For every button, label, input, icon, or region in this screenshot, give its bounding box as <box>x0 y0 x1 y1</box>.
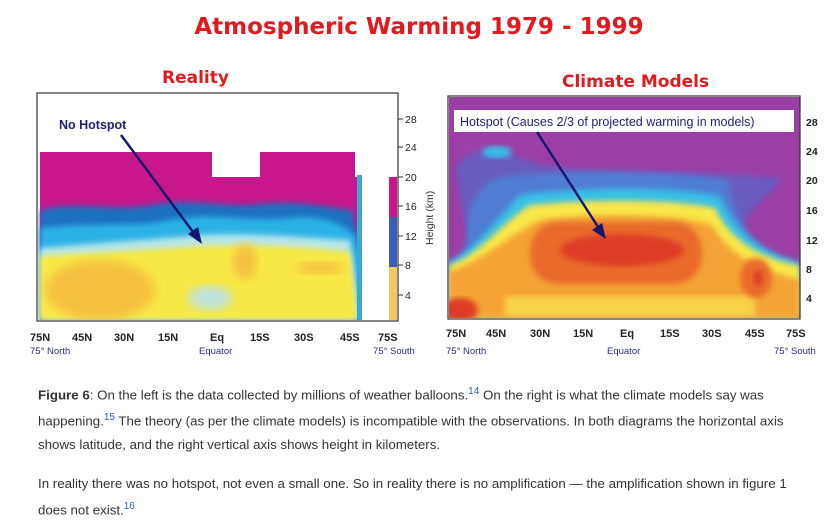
x-tick: 75N <box>446 328 466 340</box>
y-tick: 8 <box>806 264 812 276</box>
hotspot-label-box <box>454 110 794 132</box>
footnote-ref[interactable]: 15 <box>103 412 115 424</box>
x-sublabel: 75° South <box>774 346 816 357</box>
reality-x-ticks: 75N 45N 30N 15N Eq 15S 30S 45S 75S 75° N… <box>30 332 415 357</box>
caption-text: The theory (as per the climate models) i… <box>38 413 784 452</box>
reality-heatmap <box>38 94 398 320</box>
y-tick: 20 <box>405 172 417 184</box>
x-tick: 30S <box>294 332 314 344</box>
footnote-ref[interactable]: 16 <box>123 501 135 512</box>
y-tick: 28 <box>405 114 417 126</box>
y-tick: 20 <box>806 175 818 187</box>
x-tick: Eq <box>210 332 224 344</box>
y-tick: 4 <box>806 293 812 305</box>
x-sublabel: Equator <box>199 346 232 357</box>
x-tick: 75S <box>786 328 806 340</box>
x-tick: 75S <box>378 332 398 344</box>
footnote-ref[interactable]: 14 <box>468 386 480 397</box>
no-hotspot-annotation: No Hotspot <box>59 118 127 132</box>
figure-graphics: 28 24 20 16 12 8 4 75N 45N 30N 15N Eq 15… <box>30 92 818 357</box>
reality-panel-title: Reality <box>162 68 229 88</box>
reality-y-ticks: 28 24 20 16 12 8 4 <box>398 114 417 302</box>
caption-text: : On the left is the data collected by m… <box>89 387 469 403</box>
x-tick: 15N <box>158 332 178 344</box>
x-tick: 45S <box>745 328 765 340</box>
y-tick: 24 <box>405 142 417 154</box>
x-sublabel: 75° North <box>446 346 486 357</box>
y-tick: 12 <box>806 235 818 247</box>
y-tick: 4 <box>405 290 411 302</box>
paragraph-text: In reality there was no hotspot, not eve… <box>38 476 787 518</box>
y-tick: 16 <box>806 205 818 217</box>
hotspot-annotation: Hotspot (Causes 2/3 of projected warming… <box>460 115 755 129</box>
x-tick: 75N <box>30 332 50 344</box>
x-tick: 30N <box>530 328 550 340</box>
x-sublabel: 75° North <box>30 346 70 357</box>
y-tick: 8 <box>405 260 411 272</box>
body-paragraph: In reality there was no hotspot, not eve… <box>38 472 808 521</box>
x-sublabel: Equator <box>607 346 640 357</box>
x-tick: 45S <box>340 332 360 344</box>
y-tick: 12 <box>405 231 417 243</box>
height-axis-label: Height (km) <box>424 191 436 245</box>
caption-text: On the right is what the climate models … <box>38 387 764 429</box>
hotspot-arrow <box>535 131 606 239</box>
x-tick: Eq <box>620 328 634 340</box>
caption-label: Figure 6 <box>38 387 90 403</box>
models-heatmap <box>449 97 800 318</box>
x-tick: 30N <box>114 332 134 344</box>
no-hotspot-arrow <box>119 134 202 244</box>
x-tick: 45N <box>486 328 506 340</box>
x-tick: 15N <box>573 328 593 340</box>
models-panel-title: Climate Models <box>562 72 710 92</box>
y-tick: 28 <box>806 117 818 129</box>
figure-caption: Figure 6: On the left is the data collec… <box>38 380 808 456</box>
x-tick: 15S <box>250 332 270 344</box>
models-y-ticks: 28 24 20 16 12 8 4 <box>806 117 818 305</box>
models-x-ticks: 75N 45N 30N 15N Eq 15S 30S 45S 75S 75° N… <box>446 328 816 357</box>
figure-title: Atmospheric Warming 1979 - 1999 <box>194 14 644 40</box>
x-tick: 15S <box>660 328 680 340</box>
y-tick: 24 <box>806 146 818 158</box>
models-plot-frame <box>447 95 801 320</box>
y-tick: 16 <box>405 201 417 213</box>
x-tick: 30S <box>702 328 722 340</box>
x-tick: 45N <box>72 332 92 344</box>
x-sublabel: 75° South <box>373 346 415 357</box>
reality-plot-frame <box>36 92 399 322</box>
